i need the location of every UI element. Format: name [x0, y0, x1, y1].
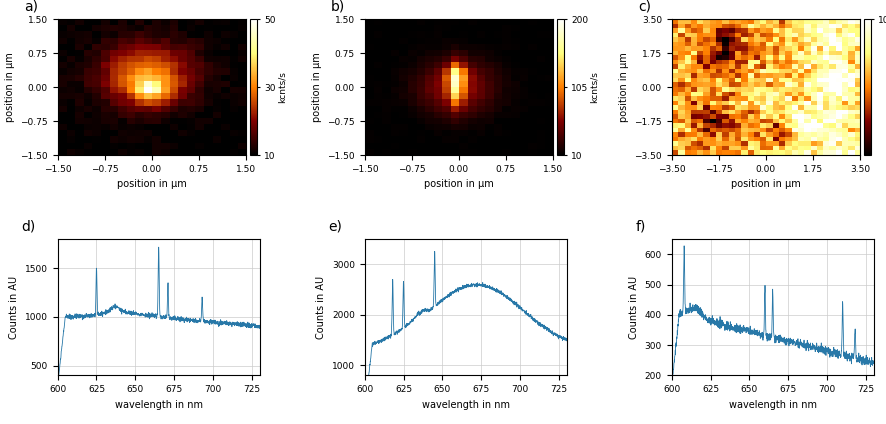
Y-axis label: position in μm: position in μm	[618, 52, 628, 122]
Text: c): c)	[637, 0, 650, 14]
X-axis label: position in μm: position in μm	[424, 179, 494, 189]
Y-axis label: kcnts/s: kcnts/s	[589, 71, 598, 103]
Text: e): e)	[328, 220, 342, 234]
Y-axis label: Counts in AU: Counts in AU	[316, 276, 326, 339]
Y-axis label: kcnts/s: kcnts/s	[277, 71, 286, 103]
X-axis label: position in μm: position in μm	[730, 179, 800, 189]
X-axis label: wavelength in nm: wavelength in nm	[421, 399, 509, 410]
Y-axis label: Counts in AU: Counts in AU	[10, 276, 19, 339]
Y-axis label: Counts in AU: Counts in AU	[628, 276, 639, 339]
X-axis label: wavelength in nm: wavelength in nm	[728, 399, 816, 410]
X-axis label: position in μm: position in μm	[117, 179, 186, 189]
Y-axis label: position in μm: position in μm	[311, 52, 322, 122]
Y-axis label: position in μm: position in μm	[4, 52, 15, 122]
Text: a): a)	[24, 0, 38, 14]
Text: d): d)	[21, 220, 35, 234]
Text: f): f)	[634, 220, 645, 234]
X-axis label: wavelength in nm: wavelength in nm	[114, 399, 202, 410]
Text: b): b)	[330, 0, 345, 14]
